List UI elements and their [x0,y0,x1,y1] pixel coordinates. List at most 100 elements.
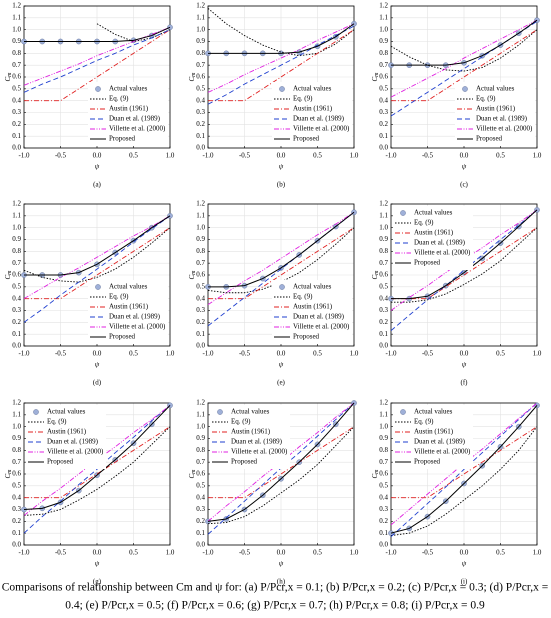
y-tick-label: 1.2 [379,399,388,407]
series-line [390,426,538,536]
legend-marker [217,409,223,415]
legend-box [210,405,290,469]
legend-marker [462,86,468,92]
legend-label: Villette et al. (2000) [476,125,533,133]
x-tick-label: 1.0 [166,549,175,557]
legend-box [26,405,106,469]
y-tick-label: 0.1 [196,330,205,338]
y-tick-label: 0.3 [196,306,205,314]
series-line [207,25,355,105]
y-tick-label: 1.0 [379,422,388,430]
x-tick-label: 1.0 [350,152,359,160]
series-line [24,29,171,102]
y-tick-label: 1.1 [12,410,21,418]
legend-label: Proposed [109,135,136,143]
plot-frame [390,5,538,149]
x-tick-label: 1.0 [533,350,542,358]
y-tick-label: 0.6 [379,73,388,81]
x-tick-label: 0.0 [93,152,102,160]
y-axis-label-main: C [371,474,379,479]
y-tick-label: 0.1 [12,132,21,140]
y-tick-label: 0.2 [196,318,205,326]
legend-box [88,280,168,344]
y-tick-label: 1.1 [196,13,205,21]
panel-label: (g) [93,578,102,586]
legend-label: Proposed [414,259,441,267]
legend-box [393,206,473,270]
legend-label: Eq. (9) [47,418,67,426]
x-axis-label: ψ [95,163,100,171]
y-tick-label: 0.4 [196,294,205,302]
y-tick-label: 0.9 [12,434,21,442]
y-tick-label: 0.3 [196,505,205,513]
series-line [207,8,355,57]
x-tick-label: -0.5 [55,152,67,160]
x-tick-label: 0.0 [277,152,286,160]
y-tick-label: 1.1 [196,410,205,418]
plot-frame [207,203,355,347]
y-tick-label: 0.7 [12,259,21,267]
y-axis-label-main: C [4,474,12,479]
y-tick-label: 0.2 [196,120,205,128]
x-tick-label: 1.0 [166,152,175,160]
x-axis-label: ψ [462,163,467,171]
legend-label: Austin (1961) [293,303,333,311]
x-tick-label: -0.5 [422,350,434,358]
x-tick-label: 0.0 [460,152,469,160]
legend-label: Actual values [293,85,332,93]
series-line [24,26,171,42]
y-axis-label: Cm [371,72,381,82]
x-tick-label: -1.0 [385,549,397,557]
y-tick-label: 0.9 [12,235,21,243]
legend-label: Austin (1961) [231,428,271,436]
series-line [208,426,355,499]
x-tick-label: 0.5 [496,152,505,160]
series-line [23,405,171,516]
legend-marker [95,86,101,92]
y-tick-label: 0.1 [196,529,205,537]
legend-label: Actual values [414,408,453,416]
panel-label: (d) [93,379,102,387]
legend-marker [279,86,285,92]
legend-label: Austin (1961) [414,428,454,436]
x-axis-label: ψ [462,560,467,568]
y-axis-label-main: C [188,77,196,82]
x-tick-label: -0.5 [239,350,251,358]
x-tick-label: 1.0 [533,152,542,160]
series-line [24,426,171,499]
y-axis-label-sub: m [374,270,380,275]
y-tick-label: 0.9 [196,37,205,45]
x-axis-label: ψ [95,560,100,568]
y-tick-label: 0.0 [379,144,388,152]
y-axis-label: Cm [4,270,14,280]
legend-label: Eq. (9) [109,293,129,301]
y-tick-label: 0.9 [12,37,21,45]
series-line [23,405,171,534]
y-tick-label: 1.2 [196,2,205,10]
panel-label: (b) [277,181,286,189]
series-line [23,29,171,93]
legend-label: Villette et al. (2000) [293,125,350,133]
series-line [390,405,538,534]
legend-box [272,280,352,344]
y-tick-label: 0.0 [196,541,205,549]
x-axis-label: ψ [95,361,100,369]
legend-label: Eq. (9) [231,418,251,426]
series-line [23,405,171,510]
y-tick-label: 1.1 [196,211,205,219]
x-tick-label: -0.5 [239,152,251,160]
legend-label: Duan et al. (1989) [293,115,345,123]
y-tick-label: 1.2 [12,200,21,208]
y-axis-label-main: C [188,474,196,479]
y-tick-label: 0.8 [196,247,205,255]
y-tick-label: 0.3 [379,306,388,314]
x-tick-label: 0.0 [460,549,469,557]
y-tick-label: 0.2 [196,517,205,525]
series-line [391,227,538,303]
y-tick-label: 0.3 [12,108,21,116]
y-tick-label: 0.5 [196,84,205,92]
legend-marker [95,284,101,290]
x-axis-label: ψ [279,163,284,171]
legend-label: Proposed [414,458,441,466]
